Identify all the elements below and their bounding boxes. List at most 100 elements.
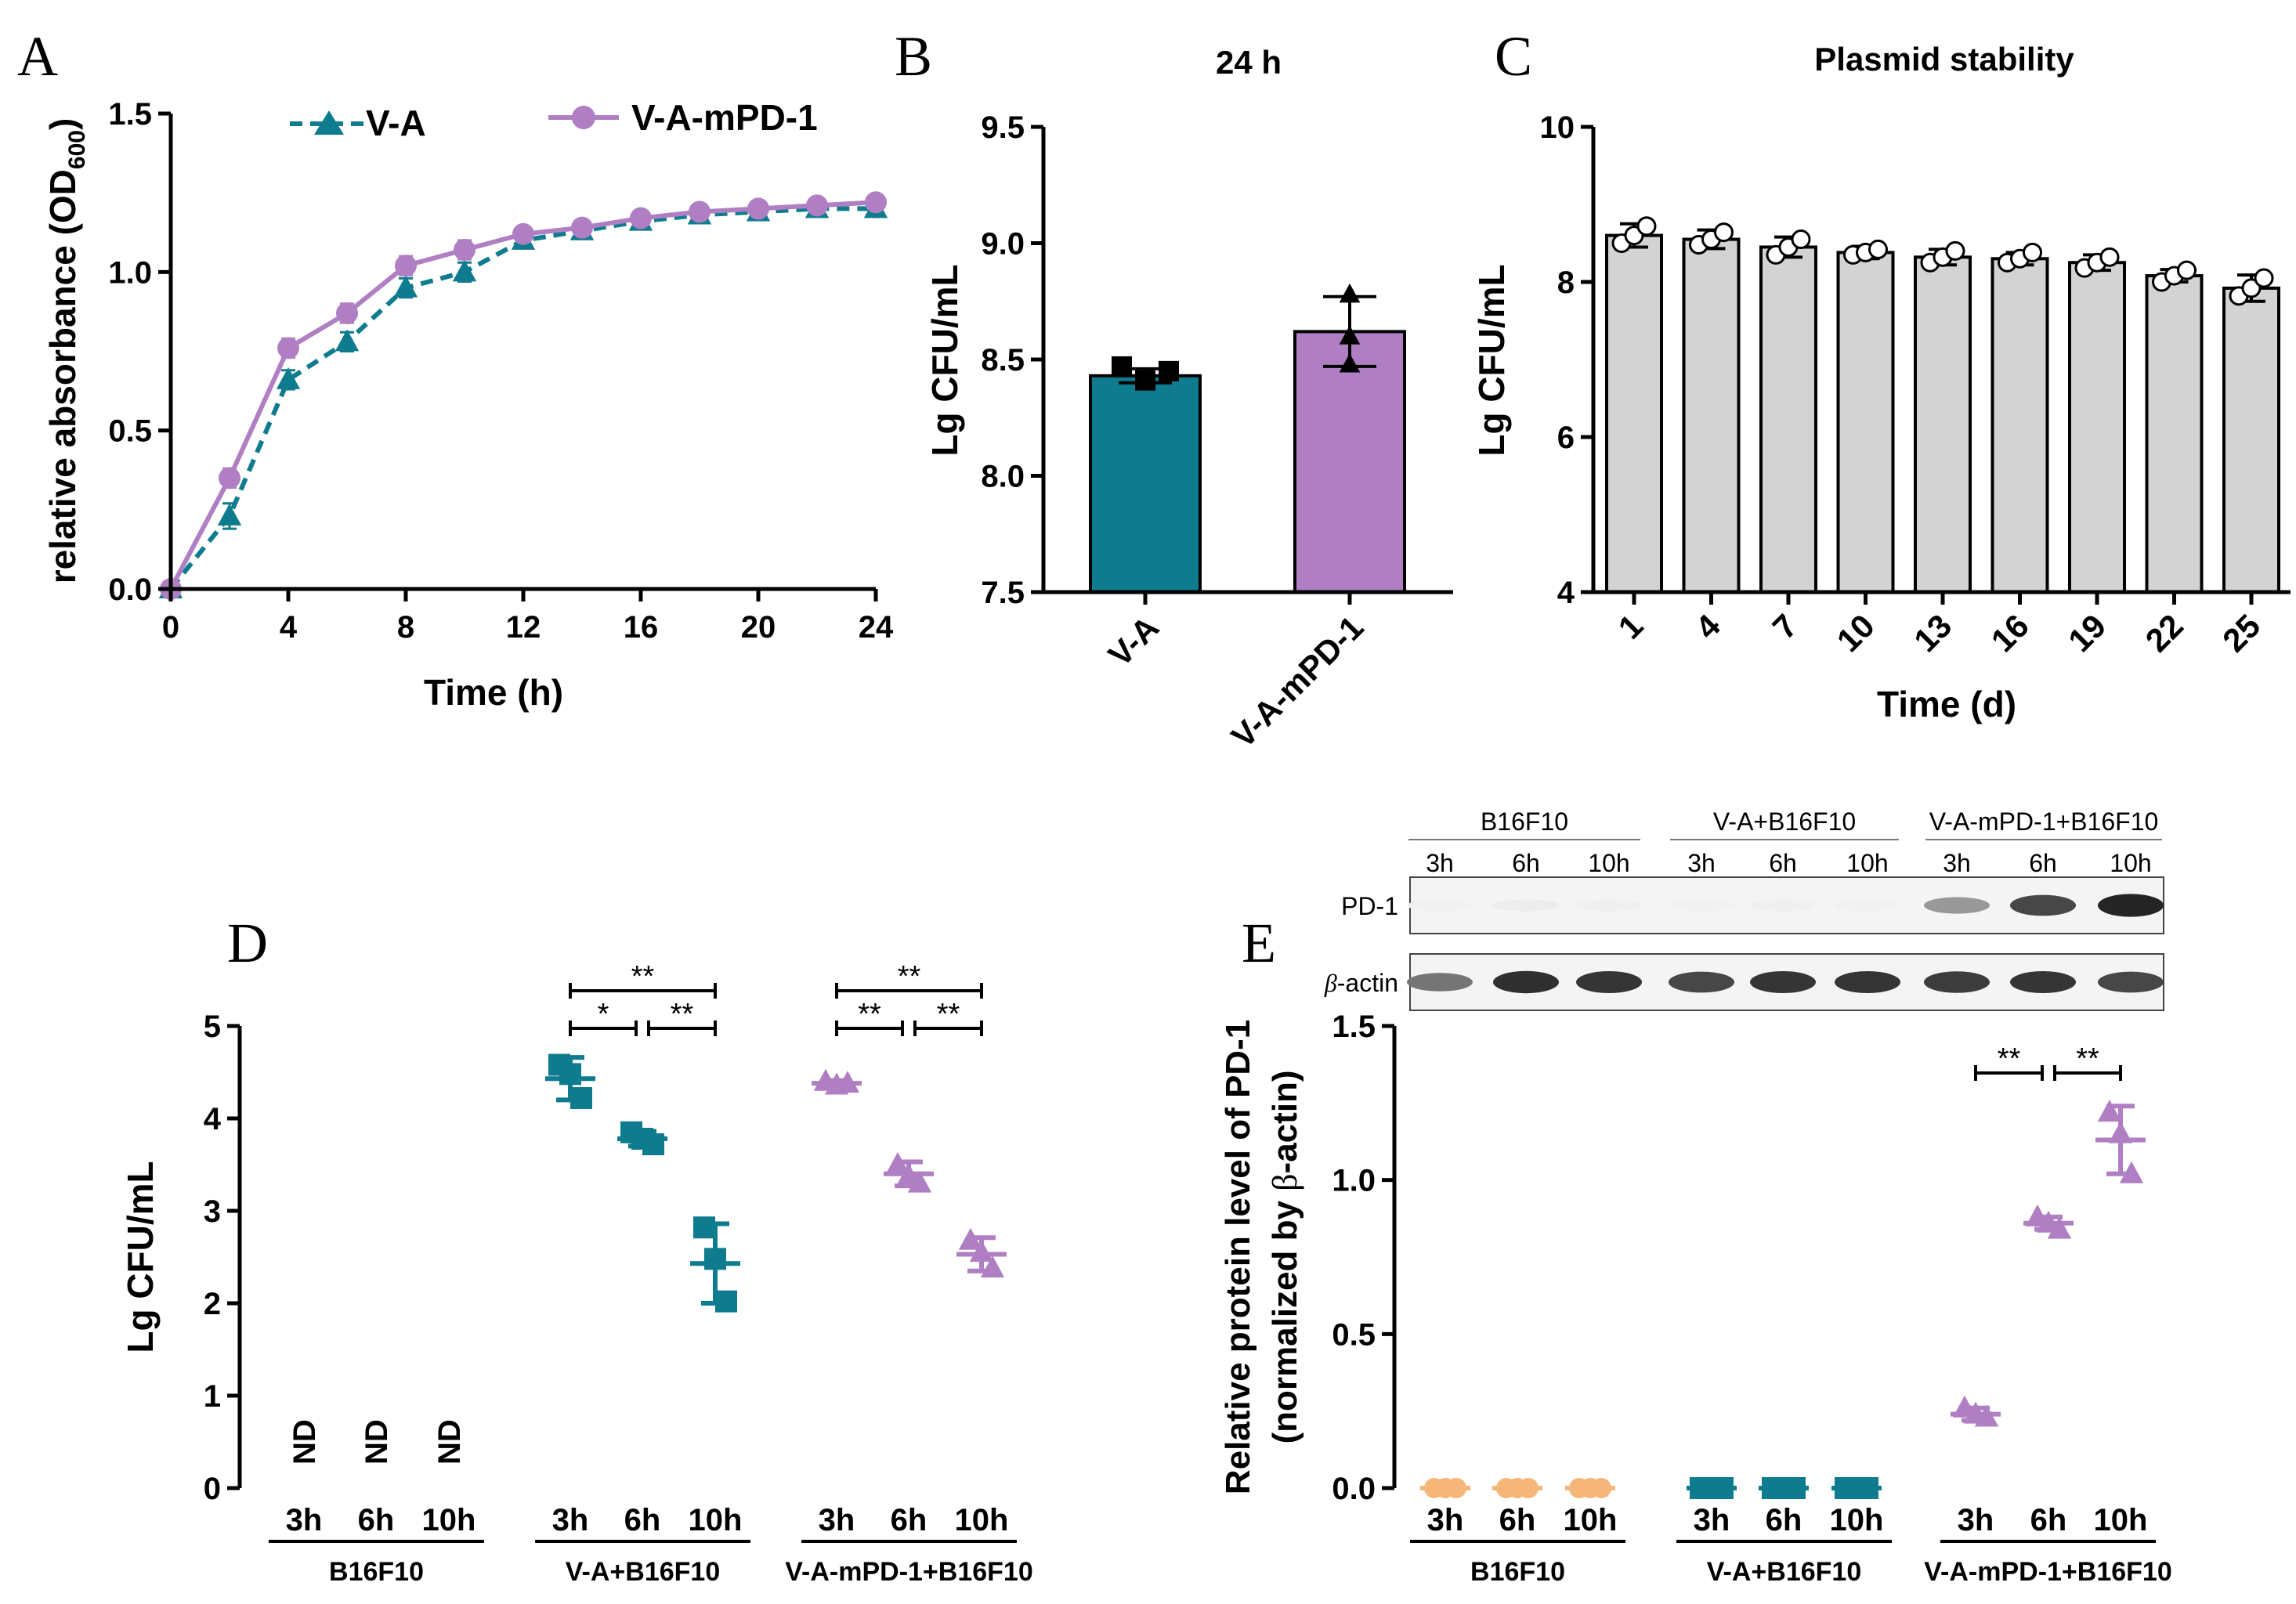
a-y-axis-title: relative absorbance (OD600)	[42, 118, 90, 584]
nd-label: ND	[360, 1419, 394, 1465]
group-label: V-A+B16F10	[1707, 1557, 1862, 1587]
bar-day-10	[1836, 251, 1895, 594]
group-label: B16F10	[1470, 1557, 1565, 1587]
blot-band	[1835, 899, 1900, 912]
nd-label: ND	[287, 1419, 322, 1465]
data-point-open-circle	[2099, 247, 2120, 267]
blot-row-label: PD-1	[1341, 892, 1398, 920]
panel-label-c: C	[1495, 25, 1532, 88]
blot-band	[1407, 973, 1473, 992]
data-point-circle	[747, 197, 769, 220]
group-label: V-A-mPD-1+B16F10	[1924, 1557, 2172, 1587]
y-tick-label: 9.0	[981, 227, 1025, 262]
series-line-v-a	[168, 206, 876, 591]
significance-label: **	[671, 998, 694, 1031]
y-tick-label: 9.5	[981, 110, 1025, 145]
blot-band	[1576, 899, 1642, 912]
bar-v-a-mpd-1	[1293, 330, 1406, 594]
data-point-circle	[630, 207, 652, 229]
a-legend: V-A V-A-mPD-1	[290, 97, 818, 143]
significance-label: **	[937, 998, 960, 1031]
bar-day-4	[1682, 237, 1741, 594]
bar-day-16	[1990, 257, 2049, 594]
blot-row-label-beta: β	[1324, 969, 1337, 997]
x-tick-label: 12	[506, 610, 541, 645]
data-point-triangle	[452, 259, 477, 282]
e-y-axis-title: Relative protein level of PD-1	[1219, 1020, 1257, 1494]
x-tick-label: 10h	[955, 1503, 1009, 1537]
group-label: V-A-mPD-1+B16F10	[785, 1557, 1033, 1587]
bar-v-a	[1089, 374, 1202, 594]
y-tick-label: 10	[1540, 110, 1575, 145]
y-tick-label: 2	[204, 1287, 221, 1321]
x-tick-label: 6h	[1499, 1503, 1536, 1537]
data-point-circle	[689, 200, 710, 223]
y-tick-label: 0	[204, 1472, 221, 1506]
x-tick-label: 10h	[1830, 1503, 1884, 1537]
blot-lane-label: 10h	[1846, 849, 1888, 877]
y-tick-label: 7.5	[981, 576, 1025, 610]
group-label: V-A+B16F10	[566, 1557, 721, 1587]
y-tick-label: 8.0	[981, 460, 1025, 494]
b-y-axis-title: Lg CFU/mL	[924, 264, 965, 456]
blot-group-label: V-A+B16F10	[1713, 807, 1856, 836]
data-point-triangle	[334, 329, 360, 352]
x-tick-label: 10h	[422, 1503, 476, 1537]
blot-lane-label: 10h	[1588, 849, 1629, 877]
x-tick-label: 10h	[689, 1503, 743, 1537]
blot-group-label: B16F10	[1481, 807, 1568, 836]
x-tick-label: 25	[2215, 607, 2267, 659]
x-tick-label: 3h	[286, 1503, 323, 1537]
legend-v-a-triangle-icon	[314, 110, 344, 135]
blot-band	[1669, 899, 1734, 912]
panel-label-e: E	[1242, 912, 1276, 974]
legend-v-a-label: V-A	[366, 103, 426, 143]
x-tick-label: 7	[1766, 607, 1805, 646]
x-tick-label: 22	[2139, 607, 2190, 659]
blot-band	[1924, 897, 1990, 914]
x-tick-label: 0	[162, 610, 179, 645]
blot-band	[2010, 894, 2076, 916]
x-tick-label: 3h	[1958, 1503, 1994, 1537]
panel-label-d: D	[227, 912, 268, 974]
e-y-axis-title-prefix: (normalized by	[1266, 1191, 1304, 1444]
data-point-circle	[865, 191, 887, 214]
panel-b-bar-chart: 24 h 7.5 8.0 8.5 9.0 9.5 V-A V-A-mPD-1 Lg CFU…	[924, 44, 1453, 755]
blot-lane-label: 6h	[2029, 849, 2057, 877]
c-x-axis-title: Time (d)	[1877, 684, 2016, 724]
x-tick-label: 6h	[891, 1503, 927, 1537]
blot-row-label: β-actin	[1324, 969, 1398, 997]
data-point-square	[1159, 360, 1179, 381]
blot-band	[1750, 899, 1816, 912]
y-tick-label: 1.5	[1332, 1010, 1376, 1044]
data-point-triangle	[2097, 1100, 2122, 1122]
data-point-triangle	[217, 503, 242, 526]
western-blot: B16F10 V-A+B16F10 V-A-mPD-1+B16F10 3h 6h 10h 3…	[1324, 807, 2164, 1011]
blot-band	[2098, 894, 2164, 917]
y-tick-label: 4	[1557, 576, 1575, 610]
y-tick-label: 8.5	[981, 343, 1025, 378]
a-y-axis-title-main: relative absorbance (OD	[42, 169, 83, 583]
data-point-circle	[454, 239, 475, 262]
y-tick-label: 6	[1557, 421, 1575, 455]
x-tick-label: 4	[280, 610, 298, 645]
significance-label: **	[631, 960, 655, 993]
blot-lane-label: 6h	[1512, 849, 1540, 877]
x-tick-label: 16	[624, 610, 659, 645]
y-tick-label: 4	[204, 1102, 222, 1136]
x-tick-label: 4	[1688, 607, 1727, 646]
x-tick-label: 20	[741, 610, 776, 645]
data-point-triangle	[1339, 325, 1361, 345]
blot-band	[1750, 970, 1816, 994]
data-point-open-circle	[1945, 240, 1965, 261]
x-tick-label: V-A-mPD-1	[1224, 609, 1371, 755]
significance-label: *	[598, 998, 609, 1031]
y-tick-label: 3	[204, 1194, 221, 1229]
significance-label: **	[898, 960, 921, 993]
data-point-triangle	[1339, 283, 1361, 303]
legend-v-a-mpd-1-circle-icon	[572, 106, 595, 129]
series-line-v-a-mpd-1	[168, 200, 877, 591]
